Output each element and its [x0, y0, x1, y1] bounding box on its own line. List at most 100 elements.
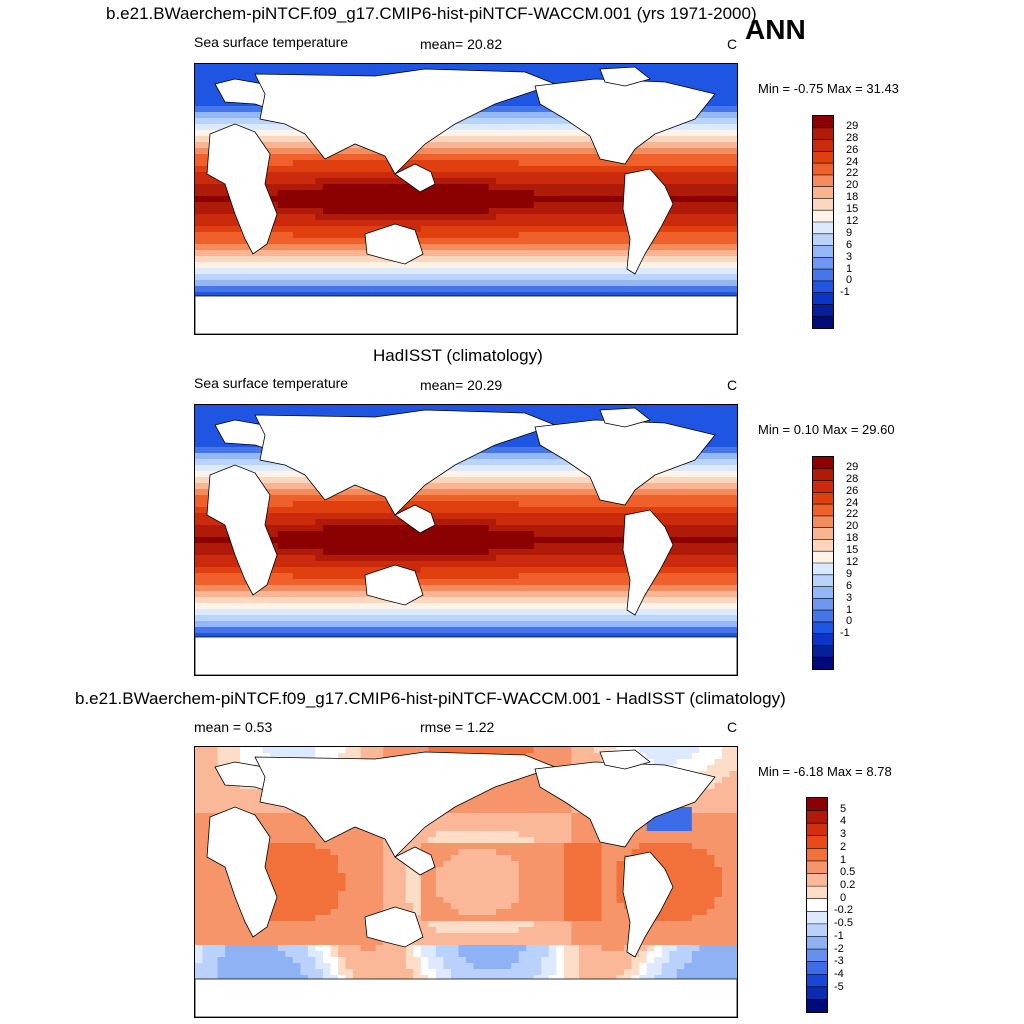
colorbar-tick-label: 12 — [846, 556, 859, 568]
colorbar-tick-label: 12 — [846, 215, 859, 227]
colorbar-swatch — [813, 316, 833, 329]
colorbar-tick-label: -1 — [840, 286, 850, 299]
colorbar-swatch — [807, 986, 827, 1000]
colorbar-tick-label: 26 — [846, 484, 859, 497]
colorbar-tick-label: 24 — [846, 496, 859, 509]
colorbar-swatch — [813, 292, 833, 305]
colorbar-tick-label: 6 — [846, 238, 853, 251]
colorbar-tick-label: -4 — [834, 967, 844, 980]
colorbar-tick-label: 26 — [846, 143, 859, 156]
colorbar-swatch — [813, 657, 833, 670]
colorbar-swatch — [813, 515, 833, 529]
colorbar-tick-label: 5 — [840, 802, 847, 815]
colorbar-swatch — [813, 633, 833, 646]
colorbar-swatch — [807, 823, 827, 837]
panel-3-map — [194, 746, 738, 1018]
colorbar-tick-label: 3 — [846, 250, 853, 263]
colorbar-tick-label: -0.5 — [834, 917, 853, 930]
colorbar-swatch — [807, 798, 827, 812]
panel-1-units: C — [727, 36, 738, 52]
colorbar-tick-label: 18 — [846, 532, 859, 545]
colorbar-tick-label: -0.2 — [834, 904, 853, 917]
colorbar-tick-label: 1 — [840, 853, 847, 866]
panel-3-title: b.e21.BWaerchem-piNTCF.f09_g17.CMIP6-his… — [75, 689, 786, 708]
colorbar-swatch — [813, 127, 833, 141]
colorbar-swatch — [813, 233, 833, 247]
colorbar-tick-label: 2 — [840, 840, 847, 853]
colorbar-swatch — [813, 280, 833, 294]
colorbar-swatch — [807, 936, 827, 950]
panel-2-title: HadISST (climatology) — [373, 346, 543, 365]
panel-1-title: b.e21.BWaerchem-piNTCF.f09_g17.CMIP6-his… — [106, 4, 757, 23]
panel-1-colorbar-svg — [813, 116, 833, 329]
colorbar-tick-label: 29 — [846, 460, 859, 473]
colorbar-tick-label: 22 — [846, 508, 859, 521]
colorbar-tick-label: 0 — [840, 891, 847, 904]
colorbar-tick-label: 28 — [846, 131, 859, 144]
colorbar-swatch — [813, 222, 833, 235]
panel-3-colorbar-labels: 5 4 3 2 1 0.5 0.2 0 -0.2 -0.5 -1 -2 -3 -4 -5 — [834, 797, 874, 1013]
colorbar-swatch — [813, 245, 833, 258]
panel-2-map — [194, 404, 738, 676]
colorbar-tick-label: 18 — [846, 191, 859, 204]
colorbar-swatch — [813, 269, 833, 282]
colorbar-tick-label: 0.5 — [840, 866, 856, 879]
colorbar-tick-label: 9 — [846, 567, 853, 580]
colorbar-tick-label: 29 — [846, 119, 859, 132]
panel-1-map-svg — [195, 64, 737, 334]
colorbar-tick-label: 0 — [846, 615, 853, 628]
colorbar-tick-label: 22 — [846, 167, 859, 180]
colorbar-tick-label: 1 — [846, 262, 853, 275]
colorbar-tick-label: 3 — [840, 828, 847, 841]
colorbar-swatch — [807, 835, 827, 849]
panel-3-colorbar-svg — [807, 798, 827, 1013]
colorbar-tick-label: -2 — [834, 942, 844, 955]
colorbar-swatch — [813, 116, 833, 129]
colorbar-swatch — [813, 151, 833, 164]
continents — [195, 749, 737, 1017]
panel-2-minmax: Min = 0.10 Max = 29.60 — [758, 422, 895, 437]
colorbar-tick-label: 4 — [840, 815, 847, 828]
panel-1-map — [194, 63, 738, 335]
colorbar-tick-label: 28 — [846, 472, 859, 485]
colorbar-tick-label: -5 — [834, 980, 844, 993]
colorbar-swatch — [813, 139, 833, 152]
panel-3-map-svg — [195, 747, 737, 1017]
panel-2-colorbar-labels: 29 28 26 24 22 20 18 15 12 9 6 3 1 0 -1 — [840, 456, 880, 670]
colorbar-swatch — [813, 527, 833, 540]
panel-2-units: C — [727, 377, 738, 393]
colorbar-swatch — [813, 198, 833, 211]
continents — [195, 66, 737, 334]
panel-3-mean-label: mean = 0.53 — [194, 719, 273, 735]
colorbar-swatch — [813, 457, 833, 470]
colorbar-swatch — [807, 999, 827, 1013]
panel-1-left-label: Sea surface temperature — [194, 34, 349, 50]
colorbar-tick-label: 20 — [846, 179, 859, 192]
colorbar-swatch — [813, 257, 833, 270]
panel-2-colorbar — [812, 456, 834, 670]
colorbar-swatch — [813, 174, 833, 188]
colorbar-tick-label: 9 — [846, 226, 853, 239]
colorbar-swatch — [807, 898, 827, 912]
colorbar-tick-label: 0.2 — [840, 878, 856, 891]
colorbar-tick-label: 15 — [846, 203, 859, 216]
colorbar-swatch — [813, 539, 833, 552]
panel-1-minmax: Min = -0.75 Max = 31.43 — [758, 81, 899, 96]
colorbar-swatch — [807, 911, 827, 925]
colorbar-swatch — [813, 586, 833, 599]
colorbar-tick-label: -1 — [840, 627, 850, 640]
panel-2-left-label: Sea surface temperature — [194, 375, 349, 391]
colorbar-swatch — [807, 810, 827, 824]
panel-1-colorbar-labels: 29 28 26 24 22 20 18 15 12 9 6 3 1 0 -1 — [840, 115, 880, 329]
colorbar-swatch — [807, 923, 827, 937]
panel-2-mean-label: mean= 20.29 — [420, 377, 503, 393]
panel-2-map-svg — [195, 405, 737, 675]
colorbar-tick-label: 0 — [846, 274, 853, 287]
colorbar-swatch — [813, 645, 833, 658]
colorbar-swatch — [807, 974, 827, 988]
colorbar-swatch — [807, 886, 827, 900]
colorbar-swatch — [813, 598, 833, 611]
colorbar-swatch — [807, 949, 827, 963]
colorbar-tick-label: 15 — [846, 544, 859, 557]
colorbar-tick-label: 20 — [846, 520, 859, 533]
